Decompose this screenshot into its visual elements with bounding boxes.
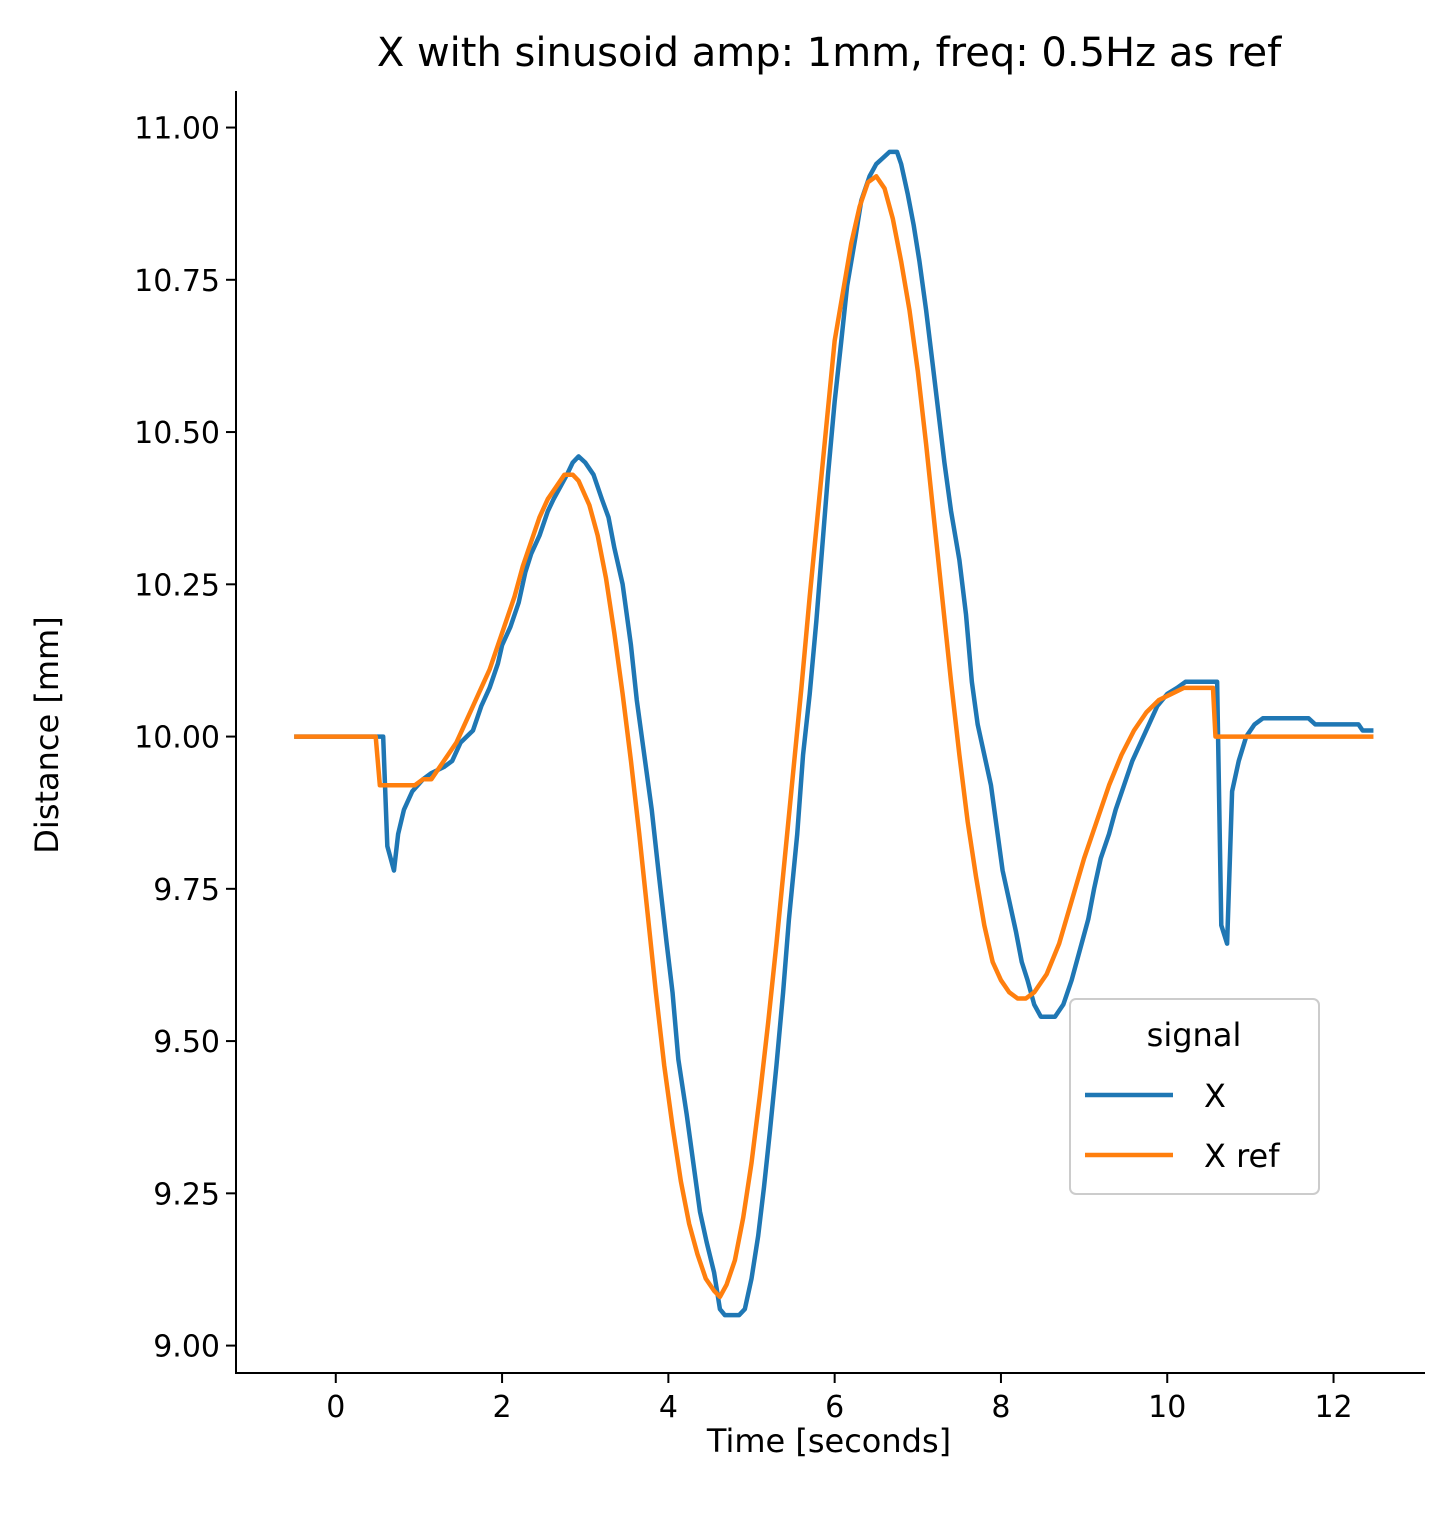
x-tick-label: 8	[991, 1390, 1010, 1425]
y-tick-label: 10.75	[134, 264, 220, 299]
legend: signal X X ref	[1069, 998, 1320, 1195]
x-tick-label: 2	[493, 1390, 512, 1425]
y-tick-label: 10.50	[134, 416, 220, 451]
x-tick-label: 12	[1314, 1390, 1352, 1425]
x-tick-label: 6	[825, 1390, 844, 1425]
y-tick-label: 11.00	[134, 112, 220, 147]
y-tick-label: 9.50	[153, 1025, 220, 1060]
legend-entry-x-ref: X ref	[1204, 1137, 1280, 1175]
chart-title: X with sinusoid amp: 1mm, freq: 0.5Hz as…	[377, 30, 1282, 76]
y-tick-label: 10.25	[134, 568, 220, 603]
y-axis-label: Distance [mm]	[28, 616, 66, 853]
legend-title: signal	[1147, 1016, 1242, 1054]
y-ticks: 9.00 9.25 9.50 9.75 10.00 10.25 10.50 10.75 11.0…	[134, 112, 236, 1365]
y-tick-label: 9.25	[153, 1177, 220, 1212]
legend-box	[1069, 998, 1320, 1195]
x-tick-label: 4	[659, 1390, 678, 1425]
plot-area	[235, 91, 1425, 1374]
series-line-x	[294, 149, 1374, 1318]
x-axis-label: Time [seconds]	[706, 1422, 951, 1460]
series-group	[294, 149, 1374, 1318]
y-tick-label: 10.00	[134, 721, 220, 756]
x-tick-label: 0	[326, 1390, 345, 1425]
x-tick-label: 10	[1148, 1390, 1186, 1425]
legend-entry-x: X	[1204, 1077, 1226, 1115]
series-line-x-ref	[294, 174, 1374, 1300]
y-tick-label: 9.75	[153, 873, 220, 908]
x-ticks: 0 2 4 6 8 10 12	[326, 1373, 1353, 1425]
y-tick-label: 9.00	[153, 1330, 220, 1365]
